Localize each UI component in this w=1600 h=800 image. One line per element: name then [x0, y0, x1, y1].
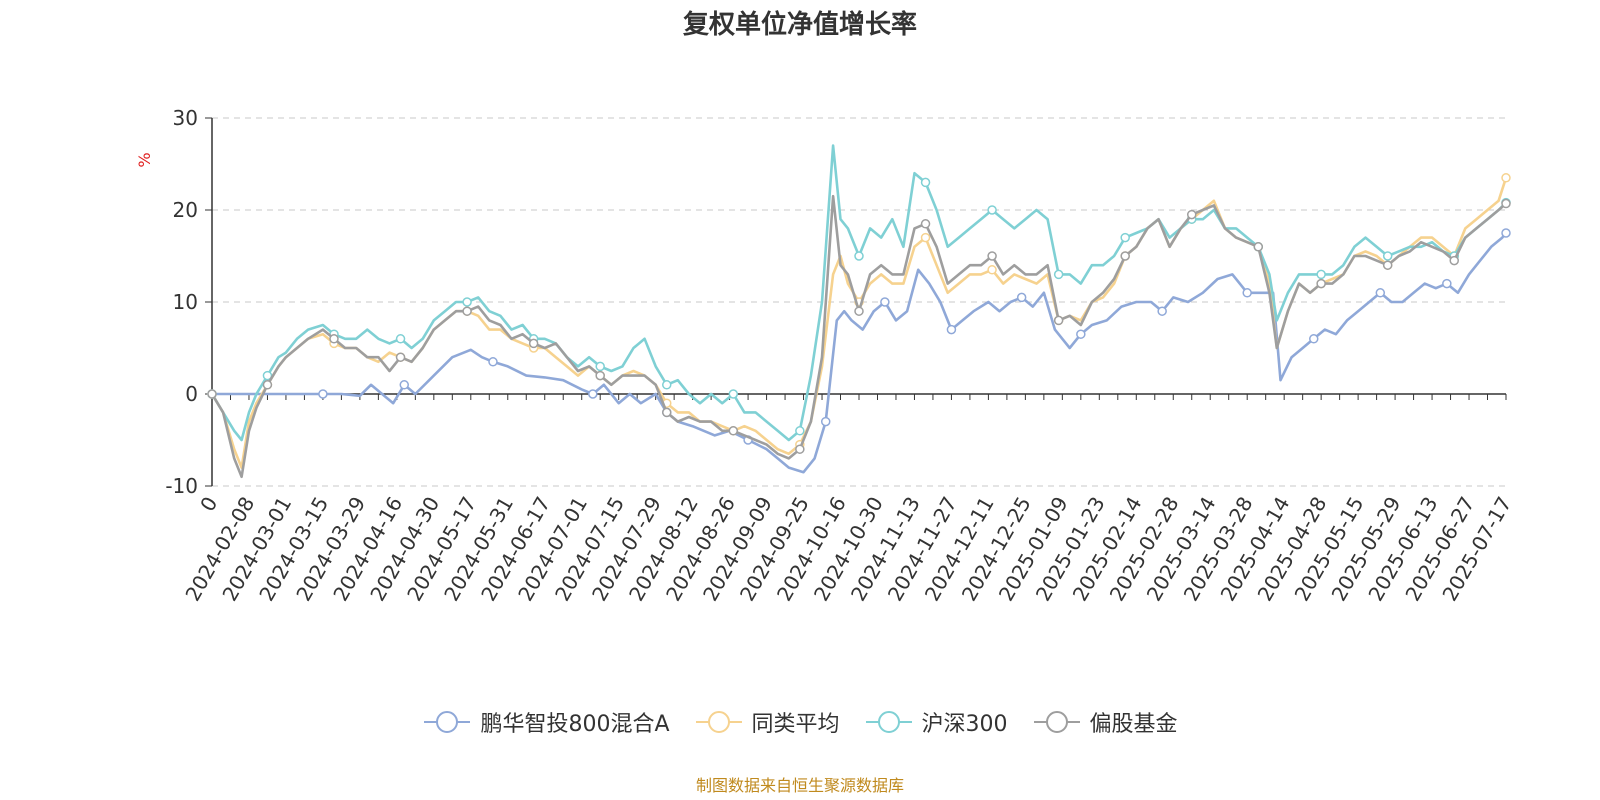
- series-point-3: [528, 338, 539, 349]
- series-point-3: [207, 389, 217, 399]
- series-point-3: [1449, 255, 1459, 266]
- series-point-0: [1076, 329, 1086, 339]
- legend-line-circle-icon: [1033, 711, 1080, 733]
- series-point-0: [1308, 334, 1319, 344]
- series-point-3: [854, 306, 864, 316]
- legend-line-circle-icon: [424, 711, 471, 733]
- series-point-3: [661, 407, 672, 418]
- legend-label: 同类平均: [751, 712, 840, 737]
- series-point-0: [1242, 288, 1252, 298]
- legend-label: 鹏华智投800混合A: [480, 712, 670, 737]
- series-point-3: [595, 370, 605, 381]
- series-point-3: [262, 380, 273, 390]
- legend-label: 偏股基金: [1089, 712, 1178, 737]
- series-point-0: [820, 416, 831, 427]
- x-tick-label: 0: [195, 493, 222, 516]
- legend-line-circle-icon: [865, 711, 912, 733]
- chart-title: 复权单位净值增长率: [682, 10, 917, 40]
- series-point-2: [1120, 232, 1130, 243]
- series-line-2: [210, 144, 1508, 442]
- series-point-3: [1316, 278, 1326, 289]
- series-point-0: [880, 297, 890, 307]
- series-point-0: [488, 357, 498, 367]
- series-point-1: [987, 265, 997, 275]
- series-point-3: [1053, 315, 1064, 326]
- series-point-3: [329, 334, 339, 344]
- series-point-2: [1053, 269, 1064, 280]
- series-point-1: [920, 232, 931, 243]
- series-point-2: [262, 370, 273, 381]
- series-point-0: [1442, 278, 1452, 289]
- series-point-0: [399, 380, 410, 390]
- legend-item-0[interactable]: 鹏华智投800混合A: [422, 706, 670, 738]
- series-point-3: [920, 219, 931, 229]
- y-tick-label: 20: [173, 198, 198, 222]
- series-line-3: [210, 194, 1508, 479]
- series-point-0: [1501, 228, 1511, 238]
- y-tick-label: 30: [173, 106, 198, 130]
- series-point-2: [462, 297, 472, 307]
- legend-item-2[interactable]: 沪深300: [864, 706, 1008, 738]
- series-point-3: [1120, 251, 1130, 261]
- y-tick-label: -10: [165, 474, 198, 498]
- series-point-0: [1375, 288, 1386, 298]
- series-point-0: [1157, 306, 1167, 316]
- series-line-0: [210, 231, 1508, 474]
- series-point-0: [946, 324, 957, 335]
- source-note: 制图数据来自恒生聚源数据库: [695, 776, 904, 795]
- y-tick-label: 0: [185, 382, 198, 406]
- series-layer: [207, 144, 1511, 479]
- series-point-2: [595, 361, 605, 372]
- series-point-3: [728, 426, 739, 436]
- series-point-2: [1382, 251, 1393, 261]
- legend-line-circle-icon: [695, 711, 742, 733]
- series-point-3: [395, 352, 406, 362]
- y-axis-unit-label: %: [135, 152, 154, 167]
- series-point-2: [854, 251, 864, 261]
- series-point-2: [395, 334, 406, 344]
- legend-item-3[interactable]: 偏股基金: [1032, 706, 1178, 738]
- series-point-2: [987, 205, 997, 215]
- series-point-3: [987, 251, 997, 261]
- series-point-3: [795, 444, 805, 454]
- series-line-1: [210, 176, 1508, 469]
- series-point-3: [1186, 209, 1197, 220]
- series-point-0: [588, 389, 598, 399]
- series-point-2: [1316, 269, 1326, 280]
- series-point-0: [318, 389, 328, 399]
- series-point-3: [1382, 260, 1393, 270]
- series-point-3: [1501, 198, 1511, 209]
- legend: 鹏华智投800混合A 同类平均 沪深300 偏股基金: [0, 706, 1600, 738]
- axis-layer: -10010203002024-02-082024-03-012024-03-1…: [165, 106, 1516, 605]
- series-point-3: [1253, 242, 1264, 252]
- legend-label: 沪深300: [921, 712, 1008, 737]
- series-point-3: [462, 306, 472, 316]
- series-point-1: [1501, 173, 1511, 183]
- legend-item-1[interactable]: 同类平均: [694, 706, 840, 738]
- y-tick-label: 10: [173, 290, 198, 314]
- line-chart: -10010203002024-02-082024-03-012024-03-1…: [135, 106, 1516, 605]
- series-point-0: [1016, 292, 1027, 303]
- series-point-2: [795, 426, 805, 436]
- series-point-2: [920, 177, 931, 188]
- series-point-2: [728, 389, 739, 399]
- series-point-2: [661, 380, 672, 390]
